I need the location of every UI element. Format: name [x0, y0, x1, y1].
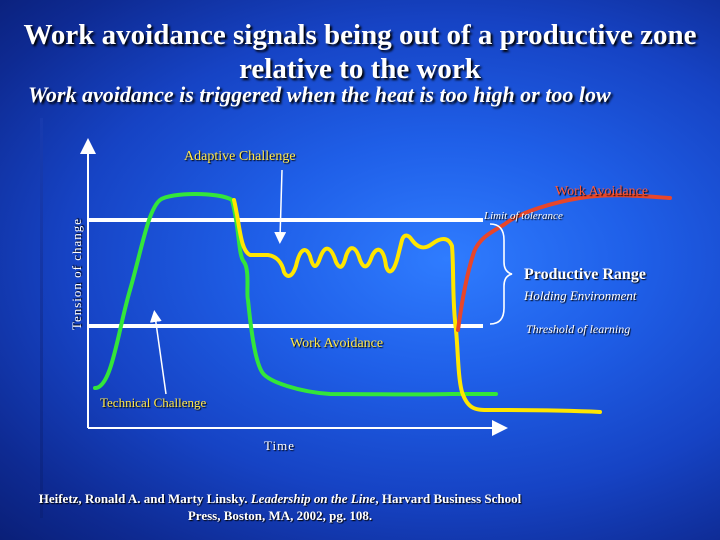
x-axis-label: Time: [264, 438, 295, 453]
holding-environment-label: Holding Environment: [524, 288, 637, 303]
adaptive-challenge-label: Adaptive Challenge: [184, 149, 296, 164]
green-technical-curve: [93, 192, 498, 397]
citation-book: Leadership on the Line: [250, 491, 376, 506]
adaptive-challenge-arrow: [274, 169, 287, 244]
slide-title: Work avoidance signals being out of a pr…: [23, 19, 697, 85]
technical-challenge-label: Technical Challenge: [100, 395, 207, 410]
limit-of-tolerance-label: Limit of tolerance: [484, 210, 563, 222]
work-avoidance-mid-label: Work Avoidance: [290, 336, 384, 351]
red-work-avoidance-curve: [456, 193, 672, 332]
technical-challenge-arrow: [149, 310, 167, 395]
productive-range-brace: [489, 223, 513, 325]
work-avoidance-top-label: Work Avoidance: [555, 184, 649, 199]
citation: Heifetz, Ronald A. and Marty Linsky. Lea…: [0, 490, 560, 524]
left-decorative-bar: [40, 118, 43, 518]
productive-range-label: Productive Range: [524, 266, 646, 283]
y-axis-label: Tension of change: [69, 217, 84, 331]
slide-subtitle: Work avoidance is triggered when the hea…: [28, 82, 611, 107]
citation-authors: Heifetz, Ronald A. and Marty Linsky.: [38, 491, 251, 506]
citation-publisher: , Harvard Business School: [375, 491, 522, 506]
yellow-adaptive-curve: [232, 198, 602, 414]
citation-line2: Press, Boston, MA, 2002, pg. 108.: [187, 508, 373, 523]
threshold-of-learning-label: Threshold of learning: [526, 322, 631, 336]
